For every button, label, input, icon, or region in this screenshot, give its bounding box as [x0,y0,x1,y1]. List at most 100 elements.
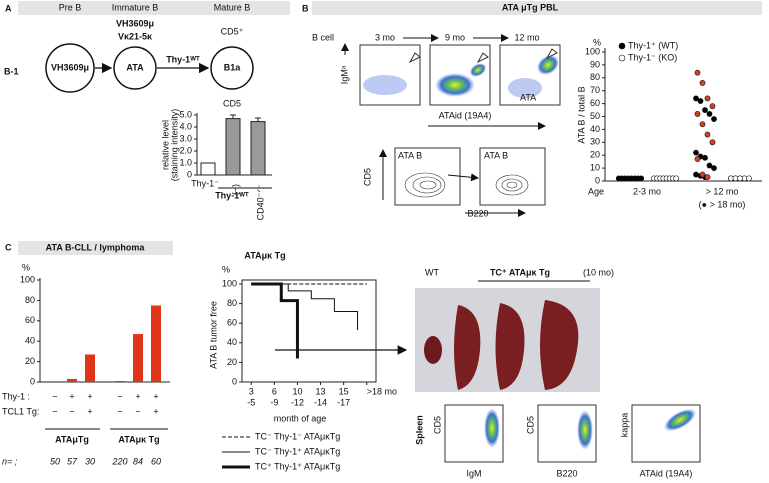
x-tick-label: 15 [339,386,349,396]
y-tick-label: 2.0 [179,145,192,155]
y-unit: % [593,37,601,47]
bar [67,378,77,382]
bar [200,162,216,176]
axis-label: IgMᵃ [339,65,349,84]
axis-label: ATAid (19A4) [439,110,492,120]
row-label: B-1 [4,66,19,76]
legend-label: TC⁺ Thy-1⁺ ATAμκTg [255,461,340,471]
legend-label: Thy-1⁺ (WT) [628,40,678,50]
dot [711,116,717,122]
y-tick-label: 90 [590,59,600,69]
axis-label: CD5 [432,416,442,434]
x-tick-label: -9 [270,397,278,407]
dot [704,95,711,102]
sign: + [69,391,74,401]
legend-marker [618,42,626,50]
axis-label: kappa [619,413,629,438]
sign: + [153,406,158,416]
y-tick-label: 80 [590,72,600,82]
x-tick-label: -17 [337,397,350,407]
photo-label: TC⁺ ATAμκ Tg [490,267,550,277]
dot [699,121,706,128]
row-label: Thy-1 : [2,391,30,401]
dot [709,103,716,110]
axis-label: IgM [466,468,481,478]
legend-label: TC⁻ Thy-1⁻ ATAμκTg [255,431,340,441]
legend-label: TC⁻ Thy-1⁺ ATAμκTg [255,446,340,456]
dot [693,149,699,156]
x-tick-label: 13 [316,386,326,396]
sign: − [117,391,122,401]
y-tick-label: 1.0 [179,157,192,167]
arrow-label: Thy-1ᵂᵀ [166,54,200,64]
dot [709,139,716,146]
x-tick-label: 2-3 mo [633,186,661,196]
row-label: TCL1 Tg: [2,406,39,416]
y-tick-label: 40 [590,124,600,134]
bar [133,334,143,382]
stage-label: Immature B [112,2,159,12]
sign: − [52,406,57,416]
x-tick-label: CD40⁻ᐟ⁻ [255,184,265,221]
y-tick-label: 40 [25,336,35,346]
dot [699,171,706,178]
axis [241,279,377,383]
dot [694,69,701,76]
n-label: n= ; [2,456,18,466]
y-tick-label: 4.0 [179,121,192,131]
x-tick-label: (−) [230,184,240,195]
error-bar [230,114,236,119]
y-tick-label: 80 [227,298,237,308]
y-label: relative level [160,120,170,170]
bar [225,118,241,176]
y-tick-label: 80 [25,295,35,305]
y-tick-label: 0 [595,175,600,185]
y-tick-label: 3.0 [179,133,192,143]
dot [746,175,752,182]
axis [39,278,170,383]
gate-label: ATA [520,92,536,102]
marker-label: CD5⁺ [221,26,244,36]
y-tick-label: 0 [187,169,192,179]
dot [694,156,701,162]
note: (● > 18 mo) [699,199,746,209]
survival-line [251,283,359,331]
row-label: Spleen [414,415,424,445]
y-tick-label: 20 [590,150,600,160]
dot [711,165,717,171]
panel-label: C [5,242,12,252]
dot [699,80,706,86]
y-tick-label: 100 [20,274,35,284]
bar [250,121,266,176]
y-tick-label: 100 [585,46,600,56]
bar [115,380,125,382]
dot [737,175,743,182]
x-tick-label: > 12 mo [706,186,739,196]
timepoint-label: 12 mo [514,32,539,42]
sign: + [87,391,92,401]
chart-title: CD5 [223,98,241,108]
panel-label: B [302,3,309,13]
x-label: month of age [274,413,327,423]
stage-label: Mature B [214,2,251,12]
dot [704,174,711,181]
axis [604,48,762,182]
sign: + [153,391,158,401]
axis-label: B220 [467,208,488,218]
sign: − [52,391,57,401]
dot [704,131,711,138]
y-tick-label: 40 [227,337,237,347]
bar [85,354,95,382]
axis-label: CD5 [525,416,535,434]
dot [702,154,708,161]
survival-line [251,282,299,359]
photo-age: (10 mo) [583,267,614,277]
photo-label: WT [425,267,439,277]
dot [706,111,713,117]
gene-label: VH3609μ [116,18,154,28]
y-tick-label: 30 [590,137,600,147]
chart-title: ATA B-CLL / lymphoma [46,242,146,252]
axis-label: CD5 [362,168,372,186]
dot [694,111,701,117]
